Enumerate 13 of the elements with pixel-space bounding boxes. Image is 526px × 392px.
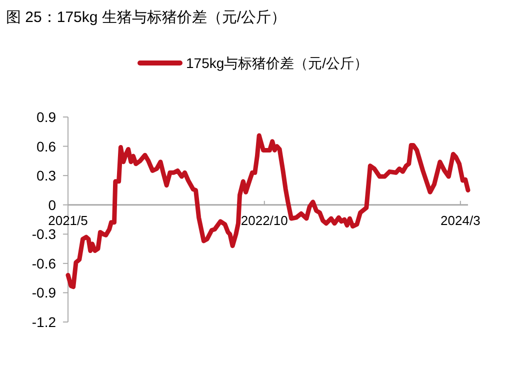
- chart-title: 图 25：175kg 生猪与标猪价差（元/公斤）: [6, 9, 286, 26]
- x-tick-label: 2024/3: [440, 212, 480, 228]
- y-tick-label: -0.3: [32, 226, 56, 242]
- y-tick-label: 0.6: [36, 138, 56, 154]
- y-tick-label: -1.2: [32, 314, 56, 330]
- y-tick-label: 0.3: [36, 168, 56, 184]
- y-tick-label: -0.6: [32, 255, 56, 272]
- y-tick-label: 0: [48, 196, 56, 213]
- y-tick-label: -0.9: [32, 284, 56, 301]
- legend-label: 175kg与标猪价差（元/公斤）: [186, 55, 368, 71]
- x-tick-label: 2021/5: [48, 212, 88, 228]
- y-tick-label: 0.9: [36, 109, 56, 125]
- x-tick-label: 2022/10: [240, 212, 288, 228]
